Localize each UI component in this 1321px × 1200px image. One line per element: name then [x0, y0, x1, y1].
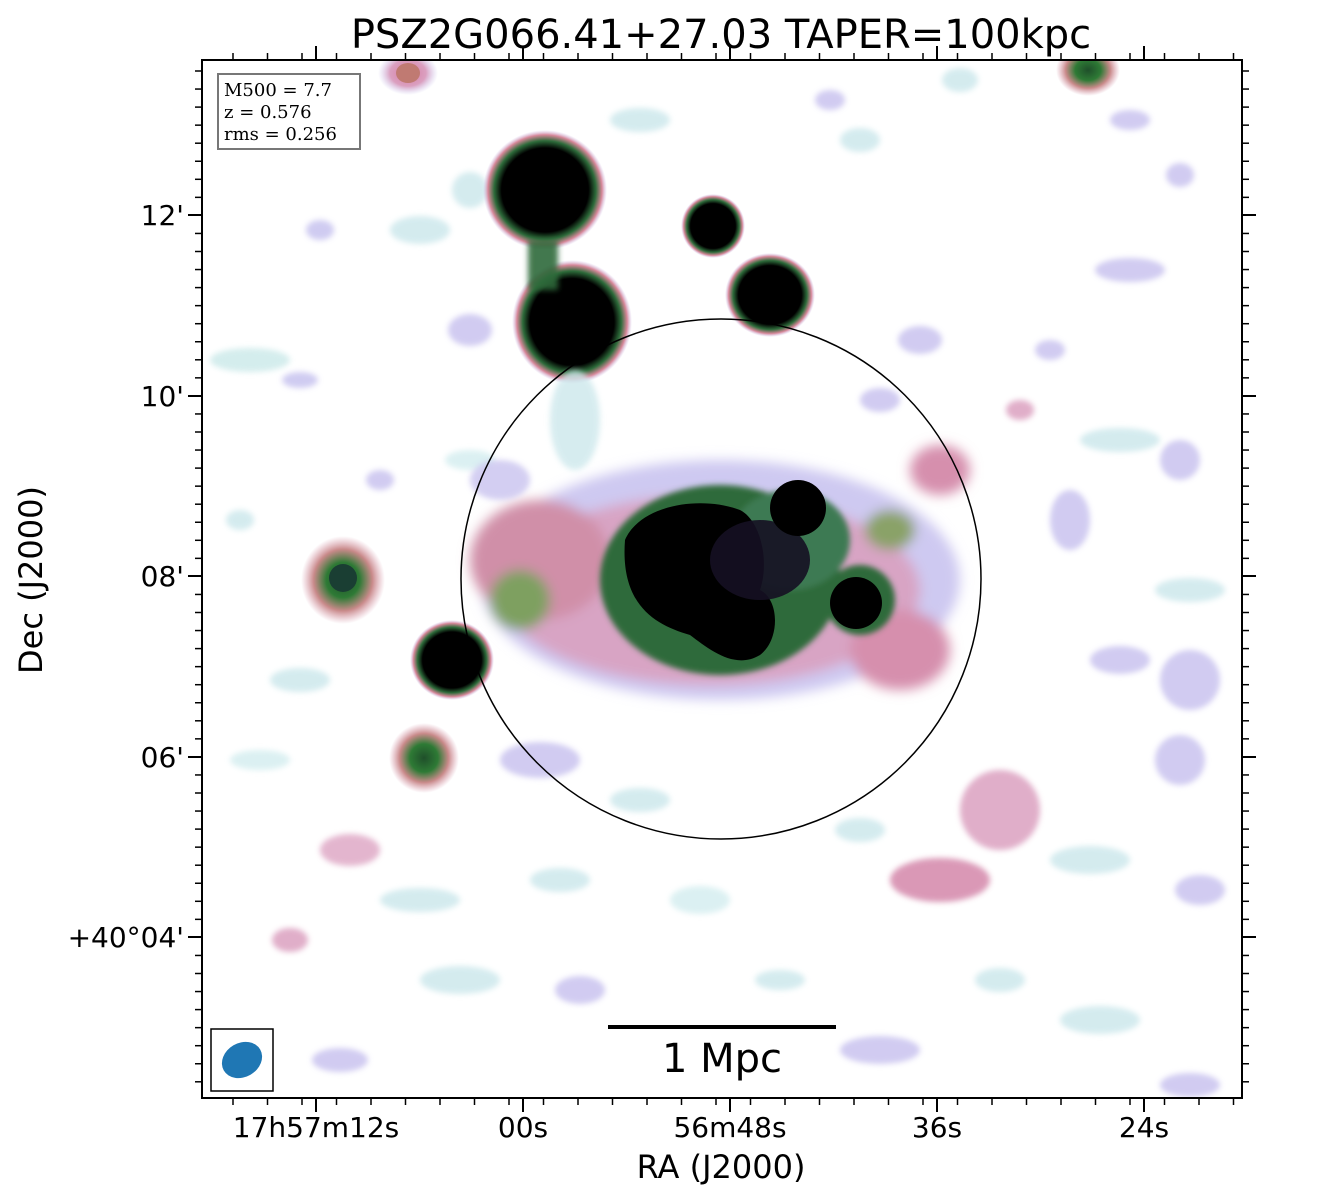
- x-tick-label: 00s: [498, 1111, 548, 1144]
- beam-box: [210, 1028, 274, 1092]
- info-rms: rms = 0.256: [224, 124, 337, 145]
- x-tick-label: 36s: [912, 1111, 962, 1144]
- y-tick-label: 12': [141, 199, 184, 232]
- x-tick-label: 17h57m12s: [233, 1111, 400, 1144]
- info-box: M500 = 7.7 z = 0.576 rms = 0.256: [217, 73, 361, 150]
- y-tick-label: 08': [141, 560, 184, 593]
- info-redshift: z = 0.576: [224, 102, 312, 123]
- scale-bar-label: 1 Mpc: [662, 1036, 782, 1082]
- plot-frame: [201, 59, 1243, 1099]
- x-tick-label: 56m48s: [673, 1111, 786, 1144]
- beam-ellipse: [221, 1041, 263, 1079]
- y-tick-label: 10': [141, 380, 184, 413]
- y-axis-label: Dec (J2000): [12, 486, 50, 674]
- scale-bar: 1 Mpc: [608, 1025, 836, 1082]
- radio-emission-map: M500 = 7.7 z = 0.576 rms = 0.256 1 Mpc: [210, 60, 1225, 1097]
- x-tick-label: 24s: [1119, 1111, 1169, 1144]
- y-tick-label: +40°04': [68, 921, 184, 954]
- x-axis-label: RA (J2000): [637, 1148, 806, 1186]
- info-m500: M500 = 7.7: [224, 80, 332, 101]
- r500-circle: [460, 318, 982, 840]
- y-tick-label: 06': [141, 741, 184, 774]
- figure-title: PSZ2G066.41+27.03 TAPER=100kpc: [351, 12, 1091, 58]
- axis-ticks: [188, 46, 1256, 1112]
